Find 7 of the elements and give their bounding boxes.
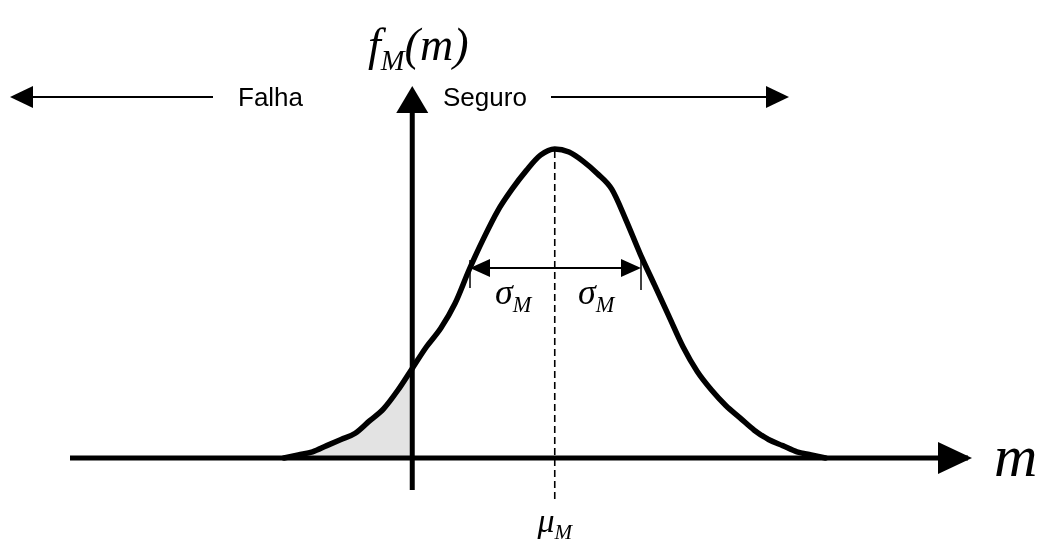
text: Seguro xyxy=(443,82,527,112)
annotation: σ$_{M}$ xyxy=(578,272,616,317)
annotation: σ$_{M}$ xyxy=(495,272,533,317)
text: Falha xyxy=(238,82,304,112)
x-axis-title: m xyxy=(994,423,1038,489)
text: μ$_{M}$ xyxy=(536,502,574,545)
y-axis-title: f$_{M}$(m) xyxy=(368,19,469,76)
